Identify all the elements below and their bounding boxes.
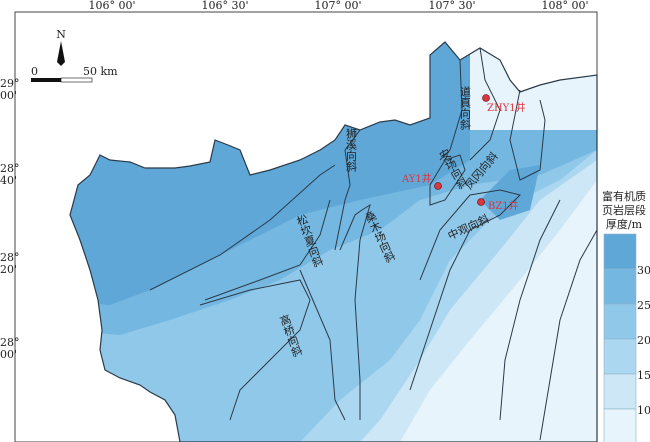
north-arrow: N [56,28,66,66]
lon-tick: 107° 30' [428,0,475,12]
legend-tick: 25 [637,299,650,312]
north-label: N [56,28,66,41]
legend-swatch [603,373,637,410]
legend-swatch [603,268,637,305]
lat-tick: 29° [0,77,20,90]
legend: 富有机质 页岩层段 厚度/m 30 25 20 15 10 [602,189,650,442]
lat-tick: 20' [0,263,17,276]
syncline-outlines [149,47,598,441]
region-boundary [69,41,598,442]
scale-bar: 0 50 km [31,65,118,83]
lat-tick: 28° [0,336,20,349]
legend-tick: 20 [637,334,650,347]
well-label-zhy1: ZHY1井 [487,101,526,114]
legend-swatch [603,408,637,442]
well-marker[interactable] [434,182,442,190]
legend-swatch [603,338,637,375]
lat-tick: 28° [0,251,20,264]
lon-tick: 108° 00' [541,0,588,12]
well-label-bz1: BZ1井 [488,199,519,212]
latitude-axis: 29° 00' 28° 40' 28° 20' 28° 00' [0,77,20,361]
longitude-axis: 106° 00' 106° 30' 107° 00' 107° 30' 108°… [88,0,588,12]
lat-tick: 28° [0,162,20,175]
label-daozhen-syncline: 道真向斜 [459,85,472,131]
well-marker[interactable] [482,94,490,102]
legend-swatch [603,233,637,270]
legend-title: 富有机质 [602,189,646,203]
well-marker[interactable] [477,198,485,206]
legend-tick: 30 [637,264,650,277]
lon-tick: 106° 30' [201,0,248,12]
scale-end: 50 km [83,65,118,78]
legend-title: 页岩层段 [602,203,646,217]
legend-tick: 10 [637,404,650,417]
lon-tick: 106° 00' [88,0,135,12]
lat-tick: 00' [0,348,17,361]
lat-tick: 40' [0,174,17,187]
label-shixi-syncline: 狮溪向斜 [345,128,358,173]
legend-tick: 15 [637,369,650,382]
legend-title: 厚度/m [606,217,643,231]
north-arrow-icon [57,41,65,66]
well-label-ay1: AY1井 [401,172,432,185]
legend-swatch [603,303,637,340]
lat-tick: 00' [0,89,17,102]
lon-tick: 107° 00' [314,0,361,12]
wells: ZHY1井 AY1井 BZ1井 [401,94,526,212]
scale-start: 0 [31,65,38,78]
